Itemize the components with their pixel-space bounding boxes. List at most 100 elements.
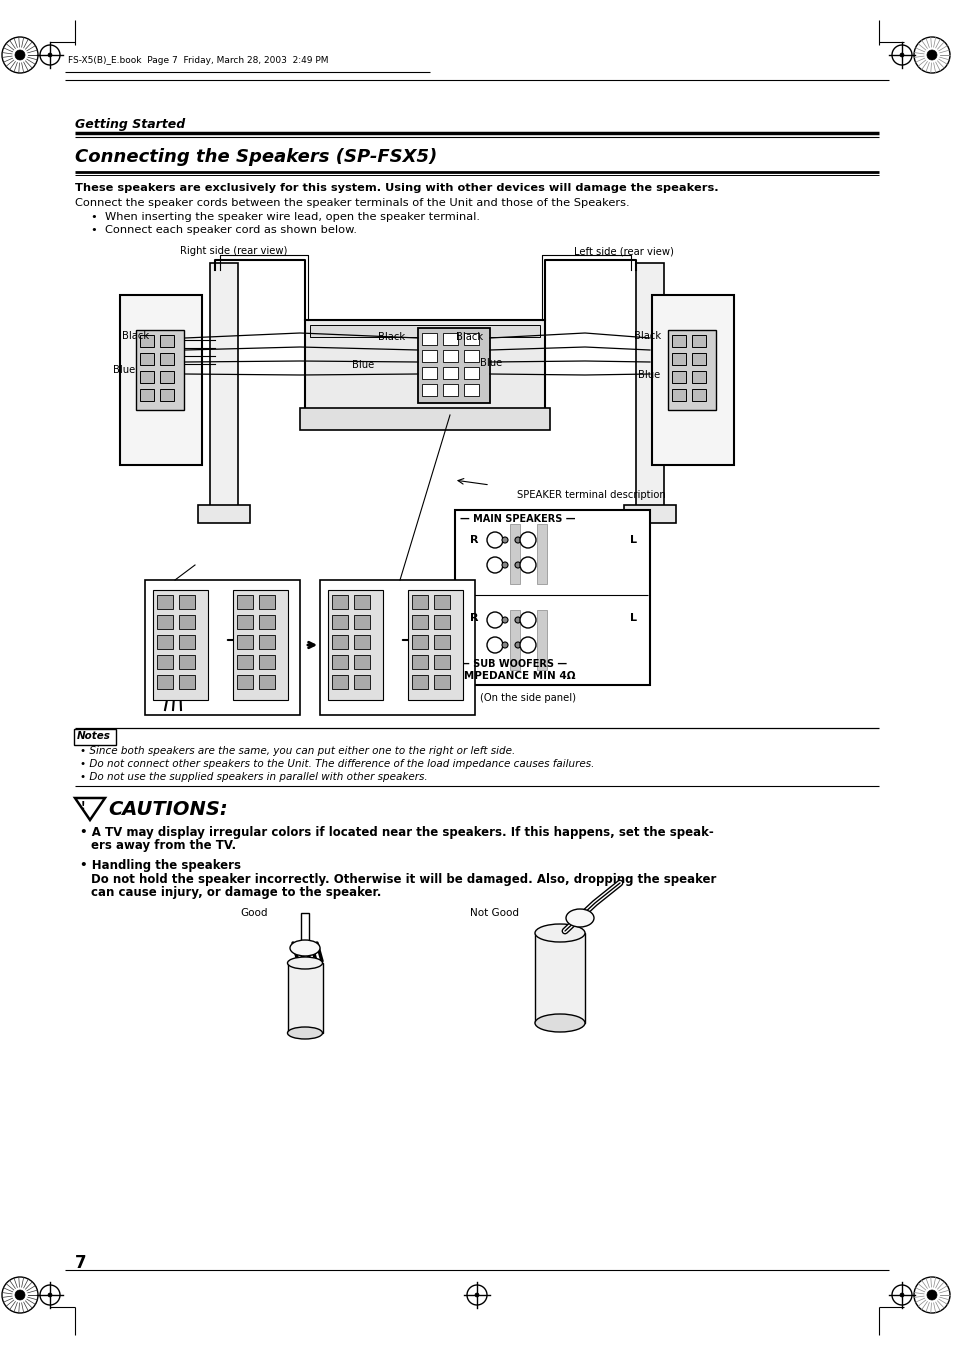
Bar xyxy=(417,328,490,403)
Bar xyxy=(421,367,436,380)
Text: 7: 7 xyxy=(75,1254,87,1273)
Circle shape xyxy=(15,1290,25,1300)
Bar xyxy=(354,635,370,648)
Bar xyxy=(412,655,428,669)
Text: +: + xyxy=(523,638,532,648)
Bar xyxy=(179,635,194,648)
Circle shape xyxy=(486,557,502,573)
Bar xyxy=(332,615,348,630)
Bar xyxy=(299,408,550,430)
Bar xyxy=(332,635,348,648)
Bar xyxy=(145,580,299,715)
Bar xyxy=(651,295,733,465)
Text: Black: Black xyxy=(634,331,660,340)
Bar xyxy=(463,332,478,345)
Circle shape xyxy=(515,562,520,567)
Bar xyxy=(537,524,546,584)
Bar xyxy=(537,611,546,670)
Circle shape xyxy=(501,642,507,648)
Bar xyxy=(236,655,253,669)
Bar xyxy=(236,635,253,648)
Bar xyxy=(421,332,436,345)
Bar xyxy=(210,263,237,517)
Text: Left side (rear view): Left side (rear view) xyxy=(574,246,673,255)
Bar xyxy=(691,372,705,382)
Bar xyxy=(236,615,253,630)
Text: −: − xyxy=(523,558,533,567)
Bar xyxy=(412,594,428,609)
Text: — MAIN SPEAKERS —: — MAIN SPEAKERS — xyxy=(459,513,575,524)
Bar xyxy=(671,335,685,347)
Circle shape xyxy=(15,50,25,59)
Bar xyxy=(233,590,288,700)
Bar xyxy=(510,611,519,670)
Bar xyxy=(179,655,194,669)
Bar xyxy=(354,676,370,689)
Text: Blue: Blue xyxy=(352,359,374,370)
Bar xyxy=(412,615,428,630)
Text: • Do not connect other speakers to the Unit. The difference of the load impedanc: • Do not connect other speakers to the U… xyxy=(80,759,594,769)
Text: FS-X5(B)_E.book  Page 7  Friday, March 28, 2003  2:49 PM: FS-X5(B)_E.book Page 7 Friday, March 28,… xyxy=(68,55,328,65)
Bar xyxy=(258,655,274,669)
Bar xyxy=(434,594,450,609)
Circle shape xyxy=(515,536,520,543)
Bar xyxy=(198,505,250,523)
Text: Black: Black xyxy=(456,332,482,342)
Text: Blue: Blue xyxy=(479,358,501,367)
Bar xyxy=(434,676,450,689)
Bar xyxy=(332,655,348,669)
Bar xyxy=(442,367,457,380)
Text: CAUTIONS:: CAUTIONS: xyxy=(108,800,228,819)
Bar xyxy=(160,372,173,382)
Text: L: L xyxy=(629,613,637,623)
Bar xyxy=(434,615,450,630)
Ellipse shape xyxy=(535,924,584,942)
Bar xyxy=(463,350,478,362)
Text: Black: Black xyxy=(122,331,149,340)
Bar xyxy=(136,330,184,409)
Text: can cause injury, or damage to the speaker.: can cause injury, or damage to the speak… xyxy=(91,886,381,898)
Bar xyxy=(140,335,153,347)
Circle shape xyxy=(486,612,502,628)
Bar xyxy=(328,590,382,700)
Bar xyxy=(140,372,153,382)
Circle shape xyxy=(519,612,536,628)
Bar xyxy=(671,372,685,382)
Text: −: − xyxy=(491,613,500,623)
Text: — SUB WOOFERS —: — SUB WOOFERS — xyxy=(459,659,566,669)
Bar xyxy=(157,655,172,669)
Bar xyxy=(305,320,544,409)
Circle shape xyxy=(48,53,52,57)
Bar xyxy=(301,913,309,963)
Text: +: + xyxy=(491,638,498,648)
Circle shape xyxy=(519,557,536,573)
Bar xyxy=(236,594,253,609)
Text: Not Good: Not Good xyxy=(470,908,518,917)
Bar xyxy=(691,353,705,365)
Bar xyxy=(354,615,370,630)
Bar xyxy=(332,594,348,609)
Bar xyxy=(236,676,253,689)
Bar xyxy=(463,384,478,396)
Bar xyxy=(623,505,676,523)
Circle shape xyxy=(926,50,936,59)
Bar xyxy=(152,590,208,700)
Ellipse shape xyxy=(290,940,319,957)
Bar xyxy=(691,335,705,347)
Bar xyxy=(258,676,274,689)
Text: R: R xyxy=(470,535,478,544)
Text: L: L xyxy=(629,535,637,544)
Bar xyxy=(258,594,274,609)
Bar xyxy=(434,655,450,669)
Text: IMPEDANCE MIN 4Ω: IMPEDANCE MIN 4Ω xyxy=(459,671,575,681)
Bar xyxy=(671,353,685,365)
Bar xyxy=(408,590,462,700)
Bar xyxy=(157,676,172,689)
Bar xyxy=(354,594,370,609)
Circle shape xyxy=(899,53,903,57)
Ellipse shape xyxy=(535,1015,584,1032)
Circle shape xyxy=(515,642,520,648)
Bar xyxy=(179,676,194,689)
Text: R: R xyxy=(470,613,478,623)
Text: Do not hold the speaker incorrectly. Otherwise it will be damaged. Also, droppin: Do not hold the speaker incorrectly. Oth… xyxy=(91,873,716,886)
